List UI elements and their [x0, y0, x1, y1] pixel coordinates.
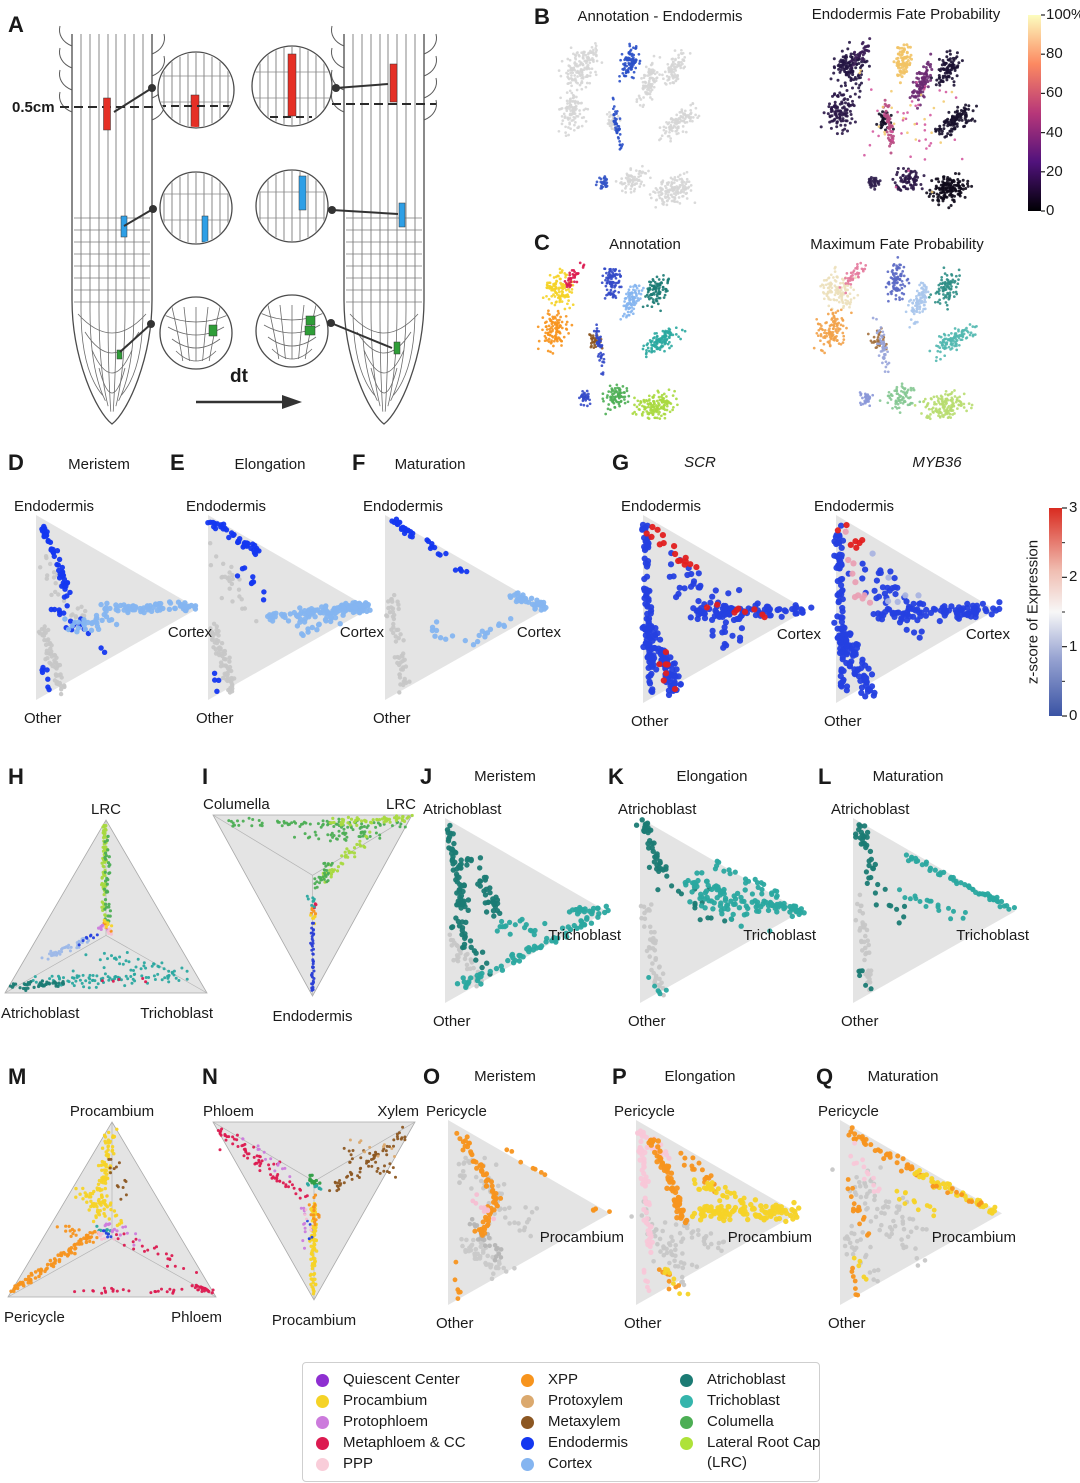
ternary-plot-H — [4, 819, 208, 994]
ternary-plot-N — [212, 1121, 416, 1301]
ternary-plot-D — [36, 515, 199, 700]
ternary-plot-I — [212, 813, 414, 997]
ternary-plot-O — [448, 1120, 612, 1305]
ternary-plot-Q — [830, 1120, 1002, 1305]
ternary-plot-G1 — [639, 515, 815, 703]
ternary-plot-J — [444, 818, 611, 1003]
umap-plot-C1 — [536, 261, 687, 420]
ternary-plot-F — [384, 515, 549, 700]
colorbar-fate-probability — [1028, 14, 1045, 212]
ternary-plot-L — [853, 818, 1018, 1003]
dt-arrow — [196, 395, 302, 409]
root-illustration — [59, 25, 437, 425]
ternary-plot-M — [7, 1121, 217, 1298]
colorbar-zscore — [1049, 507, 1067, 717]
ternary-plot-K — [633, 817, 807, 1003]
umap-plot-C2 — [812, 256, 978, 421]
ternary-plot-P — [629, 1120, 802, 1305]
ternary-plot-E — [205, 515, 373, 700]
ternary-plot-G2 — [831, 515, 1003, 703]
umap-plot-B2 — [819, 37, 978, 210]
umap-plot-B1 — [557, 42, 701, 209]
